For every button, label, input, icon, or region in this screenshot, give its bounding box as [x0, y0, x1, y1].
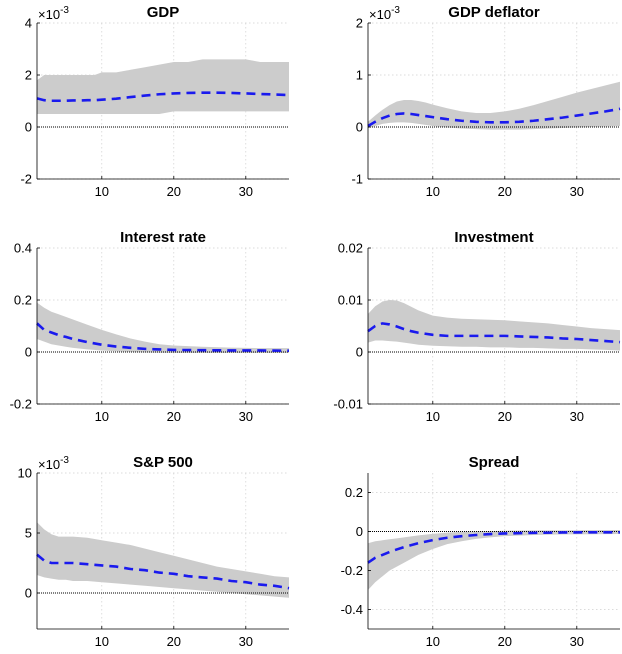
x-tick-label: 30	[239, 184, 253, 199]
y-tick-label: 0	[25, 345, 32, 360]
y-tick-label: -0.2	[341, 563, 363, 578]
y-tick-label: 4	[25, 16, 32, 31]
y-tick-label: 0.2	[345, 485, 363, 500]
panel-3: 10 20 30 -0.2 0 0.2 0.4 Interest rate	[10, 229, 290, 424]
y-tick-label: 0.02	[338, 241, 363, 256]
y-tick-label: 0	[356, 345, 363, 360]
median-line	[367, 107, 621, 128]
panel-title: Interest rate	[120, 229, 206, 246]
confidence-band	[368, 300, 620, 351]
y-tick-label: 0	[356, 524, 363, 539]
axis-exponent-power: -3	[391, 5, 400, 16]
median-line	[36, 322, 290, 352]
x-tick-label: 20	[498, 184, 512, 199]
x-tick-label: 20	[498, 409, 512, 424]
y-tick-label: 2	[356, 16, 363, 31]
axis-exponent: ×10-3	[369, 5, 400, 22]
x-tick-label: 30	[239, 634, 253, 649]
x-tick-label: 20	[167, 184, 181, 199]
panel-title: GDP deflator	[448, 4, 540, 21]
y-tick-label: 0.01	[338, 293, 363, 308]
x-tick-label: 10	[426, 184, 440, 199]
median-line	[36, 91, 290, 103]
x-tick-label: 10	[95, 634, 109, 649]
confidence-band	[368, 81, 620, 130]
panel-title: GDP	[147, 4, 180, 21]
panel-title: Investment	[454, 229, 533, 246]
y-tick-label: 1	[356, 68, 363, 83]
y-tick-label: 0	[356, 120, 363, 135]
x-tick-label: 10	[95, 409, 109, 424]
axis-exponent-power: -3	[60, 5, 69, 16]
confidence-band	[37, 302, 289, 354]
y-tick-label: -1	[351, 172, 363, 187]
panel-4: 10 20 30 -0.01 0 0.01 0.02 Investment	[333, 229, 621, 424]
panel-6: 10 20 30 -0.4 -0.2 0 0.2 Spread	[341, 454, 620, 649]
y-tick-label: 10	[18, 466, 32, 481]
x-tick-label: 20	[167, 634, 181, 649]
median-line	[367, 530, 620, 564]
x-tick-label: 10	[426, 634, 440, 649]
panel-title: S&P 500	[133, 454, 193, 471]
y-tick-label: 0.4	[14, 241, 32, 256]
panel-5: 10 20 30 0 5 10 S&P 500 ×10-3	[18, 454, 290, 649]
x-tick-label: 20	[498, 634, 512, 649]
x-tick-label: 10	[95, 184, 109, 199]
confidence-band	[368, 529, 620, 590]
panel-1: 10 20 30 -2 0 2 4 GDP ×10-3	[20, 4, 290, 199]
axis-exponent: ×10-3	[38, 455, 69, 472]
x-tick-label: 10	[426, 409, 440, 424]
x-tick-label: 30	[239, 409, 253, 424]
panel-2: 10 20 30 -1 0 1 2 GDP deflator ×10-3	[351, 4, 621, 199]
y-tick-label: -0.01	[333, 397, 363, 412]
x-tick-label: 30	[570, 634, 584, 649]
median-line	[36, 553, 290, 590]
y-tick-label: 0	[25, 120, 32, 135]
panel-title: Spread	[469, 454, 520, 471]
axis-exponent: ×10-3	[38, 5, 69, 22]
y-tick-label: 0	[25, 586, 32, 601]
confidence-band	[37, 59, 289, 114]
confidence-band	[37, 522, 289, 598]
y-tick-label: 0.2	[14, 293, 32, 308]
y-tick-label: 2	[25, 68, 32, 83]
x-tick-label: 20	[167, 409, 181, 424]
x-tick-label: 30	[570, 409, 584, 424]
y-tick-label: -0.2	[10, 397, 32, 412]
y-tick-label: 5	[25, 526, 32, 541]
y-tick-label: -2	[20, 172, 32, 187]
x-tick-label: 30	[570, 184, 584, 199]
axis-exponent-power: -3	[60, 455, 69, 466]
y-tick-label: -0.4	[341, 602, 363, 617]
